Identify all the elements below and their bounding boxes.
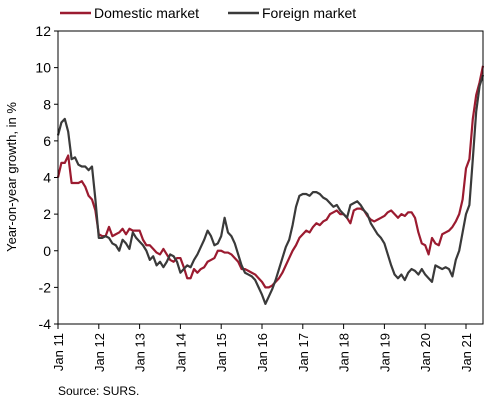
y-tick-label: 2 bbox=[43, 206, 51, 222]
y-tick-label: -4 bbox=[39, 316, 52, 332]
y-tick-label: 4 bbox=[43, 170, 51, 186]
x-tick-label: Jan 18 bbox=[337, 333, 352, 372]
x-tick-label: Jan 20 bbox=[418, 333, 433, 372]
x-tick-label: Jan 21 bbox=[459, 333, 474, 372]
x-tick-label: Jan 12 bbox=[92, 333, 107, 372]
source-note: Source: SURS. bbox=[58, 384, 140, 398]
legend-label-foreign: Foreign market bbox=[262, 5, 356, 21]
x-axis-ticks: Jan 11 Jan 12 Jan 13 Jan 14 Jan 15 Jan 16 Jan … bbox=[51, 324, 474, 372]
x-tick-label: Jan 17 bbox=[296, 333, 311, 372]
x-tick-label: Jan 11 bbox=[51, 333, 66, 371]
legend-label-domestic: Domestic market bbox=[94, 5, 199, 21]
legend: Domestic market Foreign market bbox=[60, 5, 356, 21]
y-tick-label: 8 bbox=[43, 96, 51, 112]
y-tick-label: 0 bbox=[43, 243, 51, 259]
series-line-foreign bbox=[56, 74, 485, 305]
y-axis-ticks: -4 -2 0 2 4 6 8 10 12 bbox=[35, 23, 58, 332]
x-tick-label: Jan 19 bbox=[377, 333, 392, 372]
y-tick-label: -2 bbox=[39, 279, 52, 295]
x-tick-label: Jan 16 bbox=[255, 333, 270, 372]
y-axis-label: Year-on-year growth, in % bbox=[4, 102, 19, 252]
x-tick-label: Jan 14 bbox=[173, 333, 188, 372]
series-line-domestic bbox=[56, 65, 485, 289]
y-tick-label: 12 bbox=[35, 23, 51, 39]
plot-frame bbox=[57, 30, 484, 325]
y-tick-label: 10 bbox=[35, 60, 51, 76]
x-tick-label: Jan 13 bbox=[133, 333, 148, 372]
y-tick-label: 6 bbox=[43, 133, 51, 149]
series-lines bbox=[56, 65, 485, 305]
x-tick-label: Jan 15 bbox=[214, 333, 229, 372]
